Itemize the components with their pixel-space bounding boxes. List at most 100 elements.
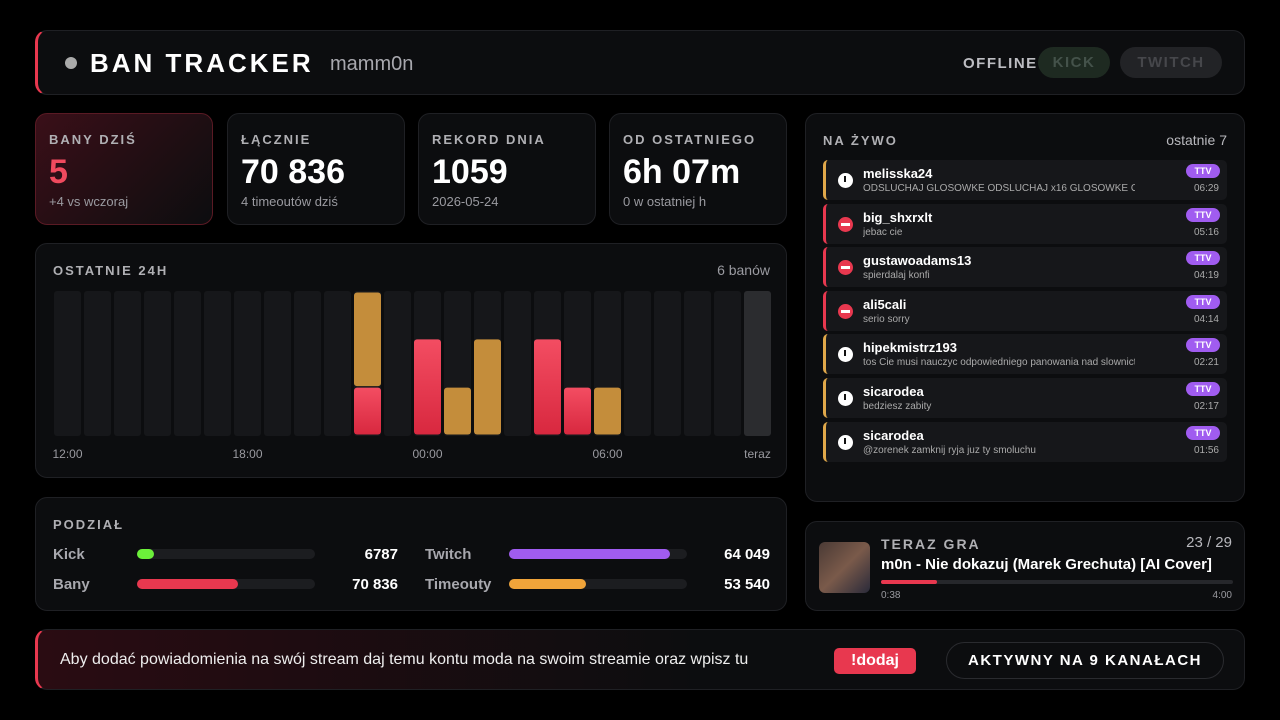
player-panel: TERAZ GRA 23 / 29 m0n - Nie dokazuj (Mar… <box>805 521 1245 611</box>
chart: 12:00 18:00 00:00 06:00 teraz <box>52 291 771 461</box>
stat-label: BANY DZIŚ <box>49 132 137 147</box>
bar-track <box>714 291 741 436</box>
command-badge: !dodaj <box>834 648 916 674</box>
feed-item: sicarodea bedziesz zabity TTV 02:17 <box>823 378 1227 418</box>
bar-segment <box>564 387 591 435</box>
time: 05:16 <box>1193 226 1219 238</box>
x-tick-label: 00:00 <box>412 447 442 461</box>
user-name: sicarodea <box>863 384 924 399</box>
stat-label: REKORD DNIA <box>432 132 546 147</box>
user-name: melisska24 <box>863 166 933 181</box>
time: 01:56 <box>1193 444 1219 456</box>
elapsed-time: 0:38 <box>881 590 901 601</box>
progress-track <box>881 580 1233 584</box>
feed-item: sicarodea @zorenek zamknij ryja juz ty sm… <box>823 421 1227 462</box>
feed-panel: NA ŻYWO ostatnie 7 melisska24 ODSLUCHAJ G… <box>805 113 1245 502</box>
footer-text: Aby dodać powiadomienia na swój stream d… <box>60 651 749 668</box>
icon-mark <box>844 437 846 444</box>
split-value: 53 540 <box>724 576 770 593</box>
split-bar <box>137 579 239 589</box>
user-name: big_shxrxlt <box>863 209 933 225</box>
bar-track <box>234 291 261 436</box>
timeout-icon <box>838 434 853 450</box>
stat-note: 4 timeoutów dziś <box>241 194 338 209</box>
stat-note: +4 vs wczoraj <box>49 194 129 209</box>
timeout-icon <box>838 391 853 406</box>
user-name: mamm0n <box>330 53 414 75</box>
feed-item: ali5cali serio sorry TTV 04:14 <box>823 290 1227 331</box>
user-name: gustawoadams13 <box>863 253 972 269</box>
chart-summary: 6 banów <box>717 262 770 278</box>
message: spierdalaj konfi <box>863 270 930 282</box>
twitch-button[interactable]: TWITCH <box>1120 47 1222 78</box>
time: 04:14 <box>1193 313 1219 325</box>
split-label: Kick <box>53 546 85 563</box>
message: ODSLUCHAJ GLOSOWKE ODSLUCHAJ x16 GLOSOWK… <box>863 183 1135 194</box>
chart-title: OSTATNIE 24H <box>53 263 169 278</box>
active-channels: AKTYWNY NA 9 KANAŁACH <box>946 642 1224 679</box>
user-name: hipekmistrz193 <box>863 340 957 356</box>
message: @zorenek zamknij ryja juz ty smoluchu <box>863 444 1036 456</box>
x-tick-label: 06:00 <box>592 447 622 461</box>
playlist-position: 23 / 29 <box>1186 534 1232 551</box>
bar-segment <box>594 387 621 435</box>
split-value: 64 049 <box>724 546 770 563</box>
icon-mark <box>841 266 850 270</box>
split-label: Timeouty <box>425 576 492 593</box>
song-title: m0n - Nie dokazuj (Marek Grechuta) [AI C… <box>881 556 1212 573</box>
split-track <box>137 549 315 559</box>
bar-track <box>294 291 321 436</box>
stat-value: 5 <box>49 153 68 191</box>
bar-track <box>384 291 411 436</box>
bar-track <box>264 291 291 436</box>
stat-card: REKORD DNIA 1059 2026-05-24 <box>418 113 596 225</box>
stat-label: ŁĄCZNIE <box>241 132 312 147</box>
icon-mark <box>844 350 846 357</box>
icon-mark <box>844 394 846 400</box>
bar-track <box>174 291 201 436</box>
split-label: Twitch <box>425 546 472 563</box>
ban-icon <box>838 303 853 319</box>
bar-track <box>204 291 231 436</box>
split-bar <box>137 549 155 559</box>
split-value: 6787 <box>364 546 398 563</box>
user-name: ali5cali <box>863 296 907 312</box>
feed-item: big_shxrxlt jebac cie TTV 05:16 <box>823 203 1227 244</box>
x-tick-label: 12:00 <box>52 447 82 461</box>
stat-card: ŁĄCZNIE 70 836 4 timeoutów dziś <box>227 113 405 225</box>
bar-segment <box>354 292 381 387</box>
player-label: TERAZ GRA <box>881 536 981 552</box>
stat-card: OD OSTATNIEGO 6h 07m 0 w ostatniej h <box>609 113 787 225</box>
stat-value: 70 836 <box>241 153 345 191</box>
message: serio sorry <box>863 313 910 325</box>
bar-track <box>624 291 651 436</box>
split-track <box>509 579 687 589</box>
bar-track <box>84 291 111 436</box>
platform-badge: TTV <box>1186 382 1220 396</box>
stat-note: 2026-05-24 <box>432 194 499 209</box>
time: 02:17 <box>1193 401 1219 412</box>
icon-mark <box>841 222 850 226</box>
x-tick-label: teraz <box>744 447 771 461</box>
bar-segment <box>414 339 441 435</box>
bar-segment <box>354 387 381 435</box>
message: tos Cie musi nauczyc odpowiedniego panow… <box>863 357 1135 369</box>
platform-badge: TTV <box>1186 338 1220 353</box>
stat-card: BANY DZIŚ 5 +4 vs wczoraj <box>35 113 213 225</box>
time: 04:19 <box>1193 270 1219 282</box>
cover-art <box>819 542 870 593</box>
stat-value: 1059 <box>432 153 508 191</box>
platform-badge: TTV <box>1186 164 1220 178</box>
bar-track <box>504 291 531 436</box>
ban-icon <box>838 260 853 276</box>
x-tick-label: 18:00 <box>232 447 262 461</box>
kick-button[interactable]: KICK <box>1038 47 1110 78</box>
bar-track <box>54 291 81 436</box>
user-name: sicarodea <box>863 427 924 443</box>
bar-segment <box>444 387 471 435</box>
platform-badge: TTV <box>1186 251 1220 266</box>
split-label: Bany <box>53 576 90 593</box>
split-panel: PODZIAŁ Kick 6787 Twitch 64 049 Bany 70 836 Ti… <box>35 497 787 611</box>
split-bar <box>509 579 586 589</box>
